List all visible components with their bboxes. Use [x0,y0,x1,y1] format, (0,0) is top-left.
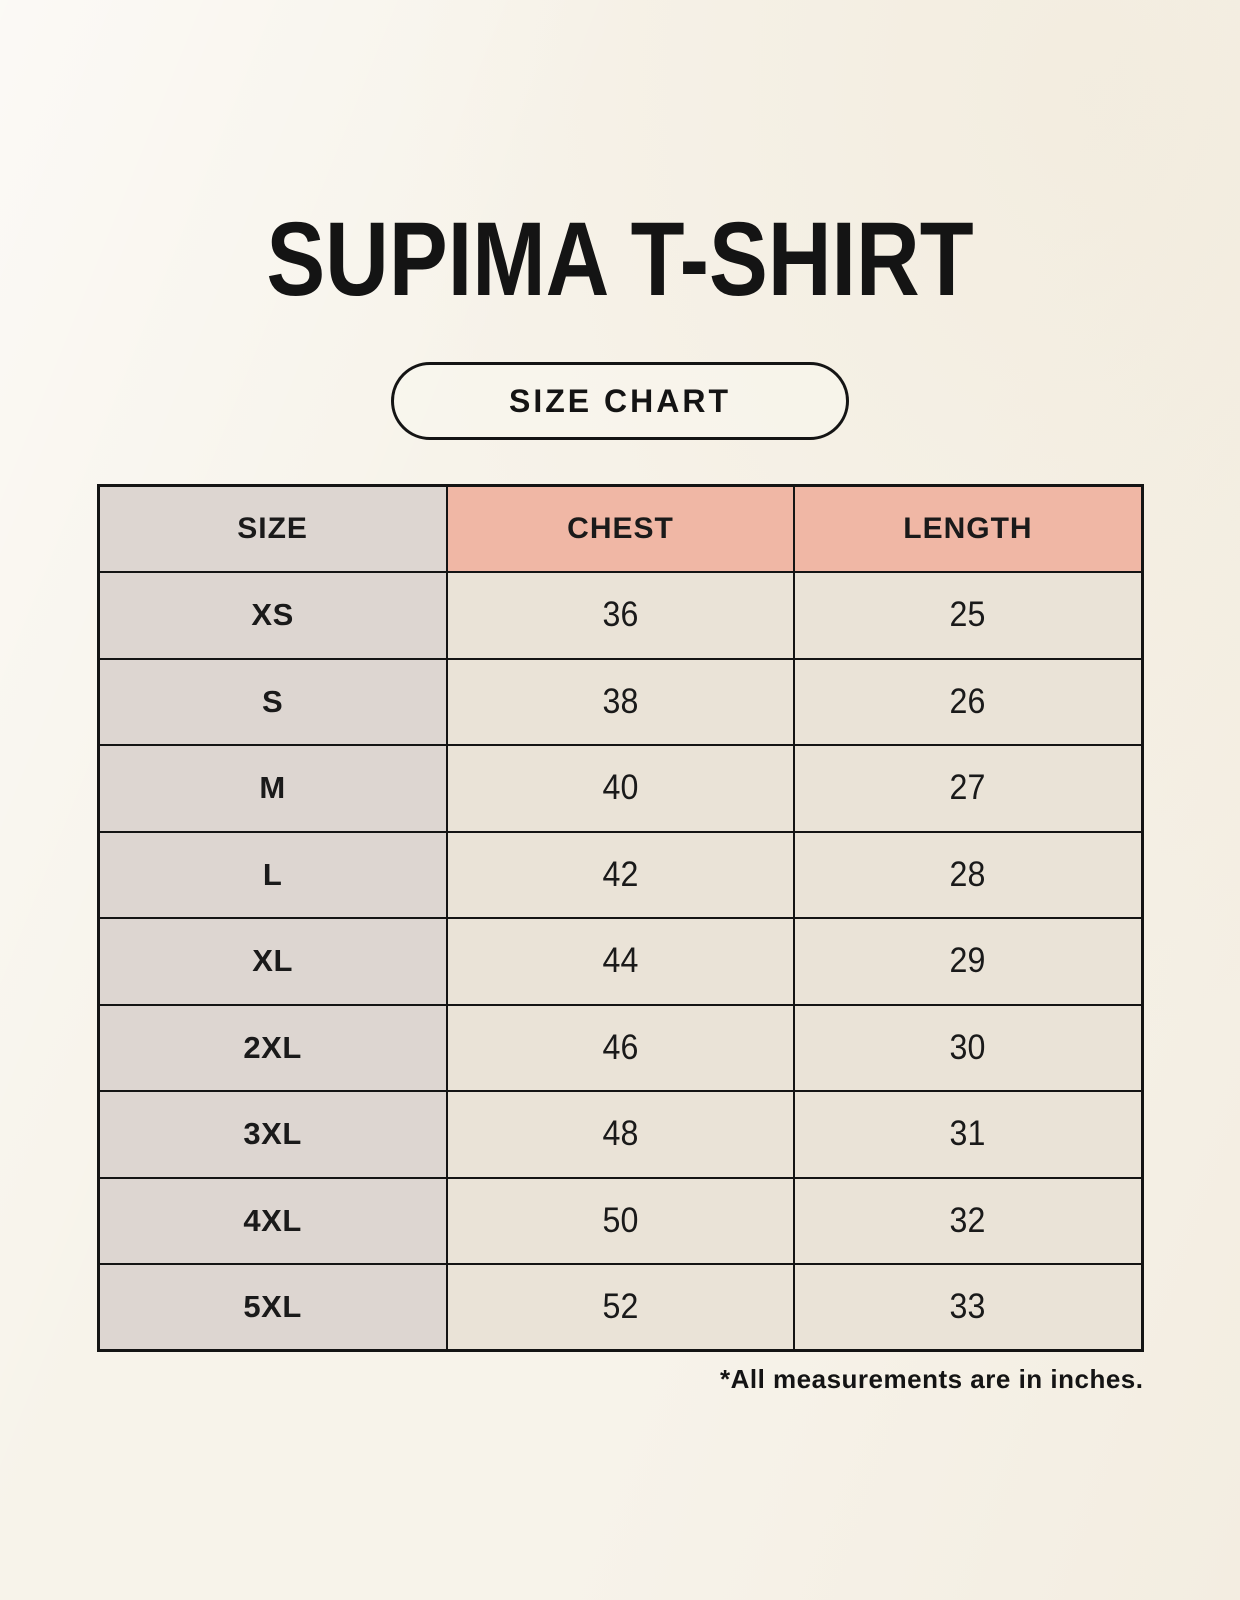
size-cell: XL [97,917,448,1006]
measurement-value: 50 [602,1200,639,1240]
column-header-length: LENGTH [793,484,1143,573]
chest-cell: 48 [445,1090,796,1179]
measurement-value: 44 [602,941,639,981]
measurement-value: 27 [949,768,986,808]
measurements-footnote: *All measurements are in inches. [719,1364,1144,1394]
page-title: SUPIMA T-SHIRT [97,207,1144,312]
length-cell: 29 [793,917,1143,1006]
size-cell: 2XL [97,1003,448,1092]
measurement-value: 48 [602,1114,639,1154]
length-cell: 27 [793,744,1143,833]
size-table: SIZE CHEST LENGTH XS 36 25 S 38 26 M 40 27 L 42 28 X… [96,484,1144,1352]
chest-cell: 46 [445,1003,796,1092]
size-cell: L [97,830,448,919]
length-cell: 33 [793,1263,1143,1352]
measurement-value: 42 [602,854,639,894]
size-cell: M [97,744,448,833]
size-label: S [262,683,284,719]
size-chart-page: SUPIMA T-SHIRT SIZE CHART SIZE CHEST LEN… [96,0,1144,1395]
length-cell: 26 [793,657,1143,746]
measurement-value: 38 [602,681,639,721]
page-title-text: SUPIMA T-SHIRT [266,201,974,318]
chest-cell: 36 [445,571,796,660]
size-chart-badge-wrap: SIZE CHART [97,362,1144,440]
table-row: S 38 26 [97,657,1143,746]
table-row: 2XL 46 30 [97,1003,1143,1092]
size-table-header: SIZE CHEST LENGTH [97,484,1143,573]
size-chart-button[interactable]: SIZE CHART [391,362,849,440]
size-cell: 5XL [97,1263,448,1352]
chest-cell: 42 [445,830,796,919]
column-header-chest: CHEST [445,484,796,573]
length-cell: 32 [793,1176,1143,1265]
size-cell: 4XL [97,1176,448,1265]
measurement-value: 33 [949,1287,986,1326]
chest-cell: 38 [445,657,796,746]
table-row: 5XL 52 33 [97,1263,1143,1352]
table-row: L 42 28 [97,830,1143,919]
measurement-value: 36 [602,595,639,635]
measurement-value: 40 [602,768,639,808]
measurement-value: 46 [602,1027,639,1067]
chest-cell: 52 [445,1263,796,1352]
length-cell: 31 [793,1090,1143,1179]
size-label: XS [251,597,294,633]
size-cell: S [97,657,448,746]
column-header-size: SIZE [97,484,448,573]
size-label: XL [252,943,293,979]
size-label: 4XL [243,1202,302,1238]
chest-cell: 44 [445,917,796,1006]
size-cell: XS [97,571,448,660]
header-row: SIZE CHEST LENGTH [97,484,1143,573]
table-row: XL 44 29 [97,917,1143,1006]
size-label: M [259,770,286,806]
measurement-value: 28 [949,854,986,894]
measurement-value: 30 [949,1027,986,1067]
size-table-body: XS 36 25 S 38 26 M 40 27 L 42 28 XL 44 29 2XL 46 30 3XL 48 3… [97,571,1143,1352]
size-label: L [262,856,283,892]
measurement-value: 26 [949,681,986,721]
size-label: 5XL [243,1289,302,1324]
size-label: 3XL [243,1116,302,1152]
table-row: 3XL 48 31 [97,1090,1143,1179]
measurement-value: 25 [949,595,986,635]
size-label: 2XL [243,1029,302,1065]
measurement-value: 52 [602,1287,639,1326]
measurement-value: 31 [949,1114,986,1154]
table-row: M 40 27 [97,744,1143,833]
chest-cell: 50 [445,1176,796,1265]
length-cell: 28 [793,830,1143,919]
chest-cell: 40 [445,744,796,833]
table-row: XS 36 25 [97,571,1143,660]
measurement-value: 32 [949,1200,986,1240]
table-row: 4XL 50 32 [97,1176,1143,1265]
length-cell: 30 [793,1003,1143,1092]
measurement-value: 29 [949,941,986,981]
size-cell: 3XL [97,1090,448,1179]
length-cell: 25 [793,571,1143,660]
